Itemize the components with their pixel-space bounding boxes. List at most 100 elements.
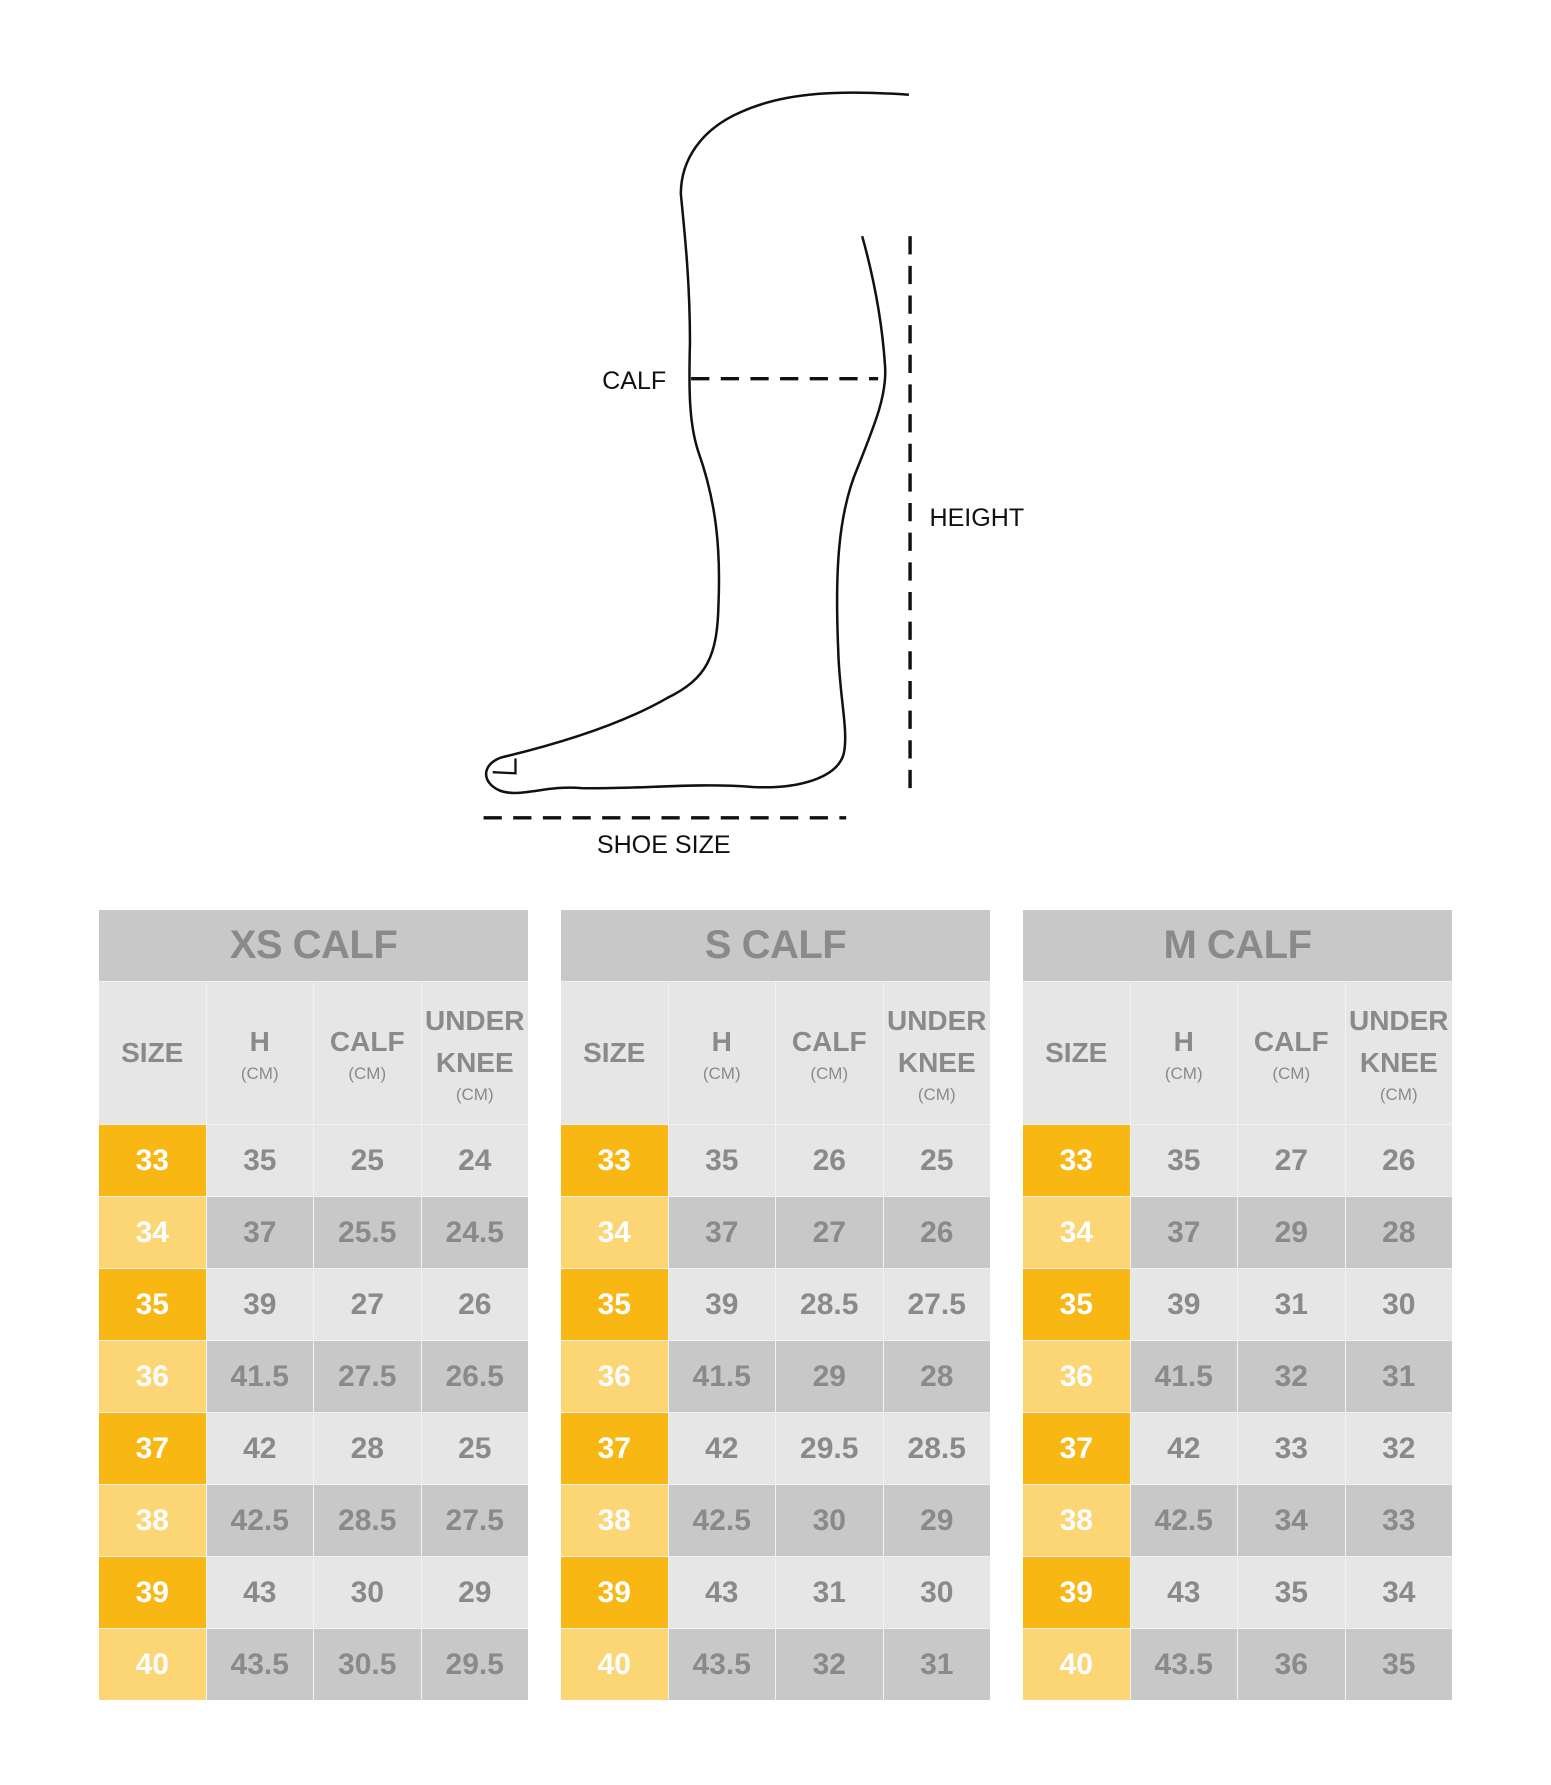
under-knee-cell: 28 — [882, 1340, 990, 1412]
calf-cell: 31 — [775, 1556, 883, 1628]
header-under-label: UNDER — [424, 1005, 525, 1036]
under-knee-cell: 24.5 — [420, 1196, 528, 1268]
header-calf: CALF (CM) — [775, 981, 883, 1124]
under-knee-cell: 25 — [420, 1412, 528, 1484]
under-knee-cell: 24 — [420, 1124, 528, 1196]
unit-label: (CM) — [1272, 1064, 1311, 1083]
calf-cell: 27 — [1237, 1124, 1345, 1196]
size-cell: 35 — [99, 1268, 206, 1340]
table-row: 36 41.5 29 28 — [561, 1340, 990, 1412]
under-knee-cell: 31 — [882, 1628, 990, 1700]
calf-cell: 34 — [1237, 1484, 1345, 1556]
calf-cell: 29 — [1237, 1196, 1345, 1268]
height-cell: 43 — [667, 1556, 775, 1628]
size-cell: 34 — [99, 1196, 206, 1268]
table-row: 40 43.5 32 31 — [561, 1628, 990, 1700]
table-row: 36 41.5 27.5 26.5 — [99, 1340, 528, 1412]
header-under-knee: UNDER KNEE (CM) — [882, 981, 990, 1124]
table-title: M CALF — [1023, 910, 1452, 981]
calf-cell: 30.5 — [313, 1628, 421, 1700]
height-cell: 37 — [667, 1196, 775, 1268]
header-row: SIZE H (CM) CALF (CM) UNDER KNEE (CM) — [99, 981, 528, 1124]
calf-cell: 25.5 — [313, 1196, 421, 1268]
header-under-label: UNDER — [886, 1005, 987, 1036]
size-table-xs-calf: XS CALF SIZE H (CM) CALF (CM) UNDER KNEE (CM) 33 3… — [99, 910, 528, 1700]
size-cell: 38 — [561, 1484, 668, 1556]
header-row: SIZE H (CM) CALF (CM) UNDER KNEE (CM) — [1023, 981, 1452, 1124]
leg-measurement-diagram: CALF HEIGHT SHOE SIZE — [483, 91, 1024, 859]
header-h-label: H — [1173, 1026, 1194, 1057]
unit-label: (CM) — [348, 1064, 387, 1083]
calf-cell: 26 — [775, 1124, 883, 1196]
header-size: SIZE — [1023, 981, 1130, 1124]
height-cell: 37 — [1129, 1196, 1237, 1268]
header-size: SIZE — [561, 981, 668, 1124]
header-size-label: SIZE — [583, 1037, 646, 1068]
header-knee-label: KNEE — [435, 1047, 514, 1078]
size-cell: 35 — [1023, 1268, 1130, 1340]
calf-cell: 27 — [775, 1196, 883, 1268]
height-cell: 43 — [205, 1556, 313, 1628]
height-cell: 42.5 — [667, 1484, 775, 1556]
height-cell: 39 — [667, 1268, 775, 1340]
calf-cell: 33 — [1237, 1412, 1345, 1484]
size-cell: 34 — [1023, 1196, 1130, 1268]
header-calf: CALF (CM) — [1237, 981, 1345, 1124]
size-cell: 39 — [561, 1556, 668, 1628]
unit-label: (CM) — [702, 1064, 741, 1083]
header-height: H (CM) — [205, 981, 313, 1124]
table-row: 37 42 28 25 — [99, 1412, 528, 1484]
under-knee-cell: 35 — [1344, 1628, 1452, 1700]
under-knee-cell: 27.5 — [420, 1484, 528, 1556]
header-calf-label: CALF — [1253, 1026, 1329, 1057]
table-row: 40 43.5 30.5 29.5 — [99, 1628, 528, 1700]
unit-label: (CM) — [810, 1064, 849, 1083]
calf-cell: 30 — [775, 1484, 883, 1556]
size-cell: 33 — [1023, 1124, 1130, 1196]
calf-cell: 29.5 — [775, 1412, 883, 1484]
size-cell: 37 — [1023, 1412, 1130, 1484]
under-knee-cell: 29.5 — [420, 1628, 528, 1700]
under-knee-cell: 26 — [1344, 1124, 1452, 1196]
header-size: SIZE — [99, 981, 206, 1124]
calf-cell: 28.5 — [313, 1484, 421, 1556]
height-cell: 42.5 — [205, 1484, 313, 1556]
under-knee-cell: 28.5 — [882, 1412, 990, 1484]
table-row: 38 42.5 30 29 — [561, 1484, 990, 1556]
height-cell: 43 — [1129, 1556, 1237, 1628]
header-row: SIZE H (CM) CALF (CM) UNDER KNEE (CM) — [561, 981, 990, 1124]
calf-cell: 30 — [313, 1556, 421, 1628]
size-table-s-calf: S CALF SIZE H (CM) CALF (CM) UNDER KNEE (CM) 33 35… — [561, 910, 990, 1700]
shoe-size-label: SHOE SIZE — [597, 831, 731, 859]
height-cell: 41.5 — [667, 1340, 775, 1412]
header-size-label: SIZE — [121, 1037, 184, 1068]
size-cell: 37 — [561, 1412, 668, 1484]
table-row: 37 42 29.5 28.5 — [561, 1412, 990, 1484]
header-under-knee: UNDER KNEE (CM) — [1344, 981, 1452, 1124]
size-table-m-calf: M CALF SIZE H (CM) CALF (CM) UNDER KNEE (CM) 33 35… — [1023, 910, 1452, 1700]
header-calf-label: CALF — [791, 1026, 867, 1057]
height-cell: 35 — [667, 1124, 775, 1196]
size-cell: 39 — [1023, 1556, 1130, 1628]
calf-cell: 32 — [1237, 1340, 1345, 1412]
header-h-label: H — [249, 1026, 270, 1057]
leg-outline — [484, 91, 910, 795]
calf-cell: 28 — [313, 1412, 421, 1484]
under-knee-cell: 26 — [882, 1196, 990, 1268]
table-row: 37 42 33 32 — [1023, 1412, 1452, 1484]
table-row: 35 39 28.5 27.5 — [561, 1268, 990, 1340]
calf-cell: 32 — [775, 1628, 883, 1700]
header-knee-label: KNEE — [897, 1047, 976, 1078]
size-cell: 39 — [99, 1556, 206, 1628]
header-h-label: H — [711, 1026, 732, 1057]
header-calf-label: CALF — [329, 1026, 405, 1057]
table-row: 34 37 29 28 — [1023, 1196, 1452, 1268]
under-knee-cell: 34 — [1344, 1556, 1452, 1628]
unit-label: (CM) — [917, 1085, 956, 1104]
unit-label: (CM) — [240, 1064, 279, 1083]
size-cell: 37 — [99, 1412, 206, 1484]
calf-cell: 27 — [313, 1268, 421, 1340]
toenail — [492, 758, 517, 775]
size-cell: 38 — [1023, 1484, 1130, 1556]
height-cell: 42 — [1129, 1412, 1237, 1484]
